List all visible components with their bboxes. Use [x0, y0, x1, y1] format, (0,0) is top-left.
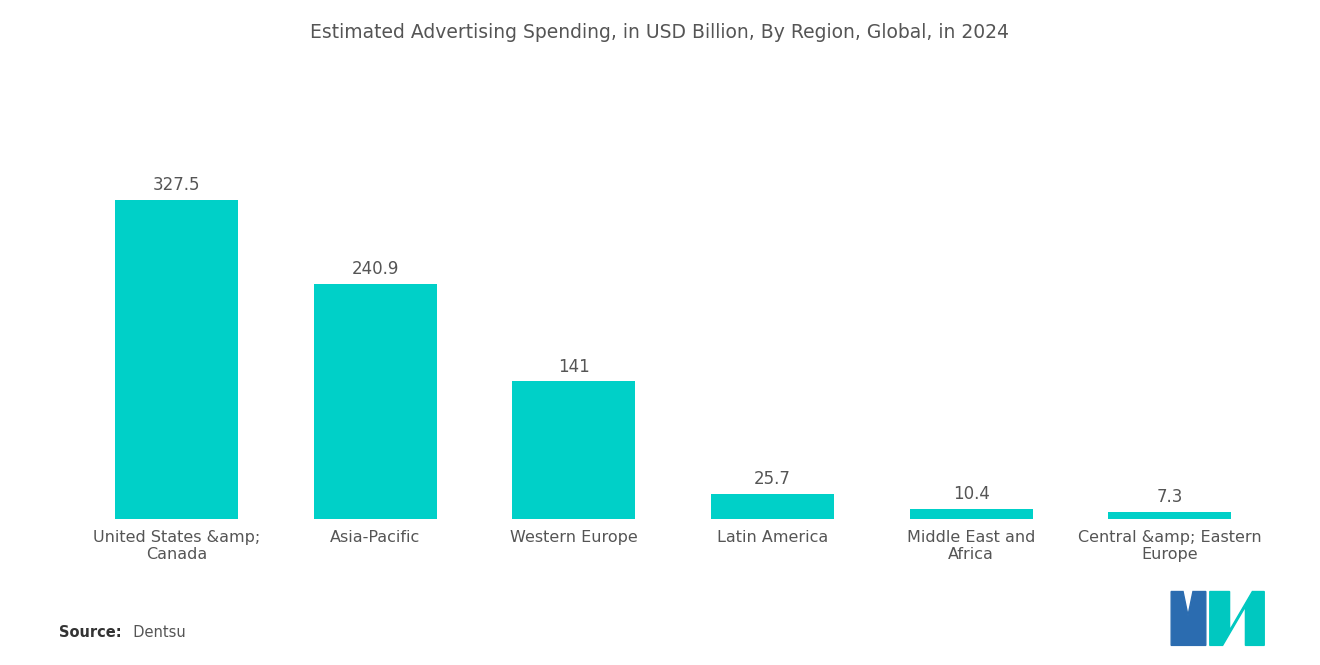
Polygon shape	[1171, 592, 1206, 645]
Text: 7.3: 7.3	[1156, 487, 1183, 506]
Bar	[512, 382, 635, 519]
Text: 327.5: 327.5	[153, 176, 201, 194]
Bar	[115, 200, 239, 519]
Text: 240.9: 240.9	[351, 261, 399, 279]
Text: 10.4: 10.4	[953, 485, 990, 503]
Bar	[711, 493, 834, 519]
Bar	[1107, 511, 1232, 519]
Bar	[909, 509, 1032, 519]
Text: Source:: Source:	[59, 624, 121, 640]
Polygon shape	[1209, 592, 1265, 645]
Text: Estimated Advertising Spending, in USD Billion, By Region, Global, in 2024: Estimated Advertising Spending, in USD B…	[310, 23, 1010, 43]
Text: Dentsu: Dentsu	[124, 624, 186, 640]
Text: 25.7: 25.7	[754, 470, 791, 488]
Bar	[314, 284, 437, 519]
Text: 141: 141	[558, 358, 590, 376]
